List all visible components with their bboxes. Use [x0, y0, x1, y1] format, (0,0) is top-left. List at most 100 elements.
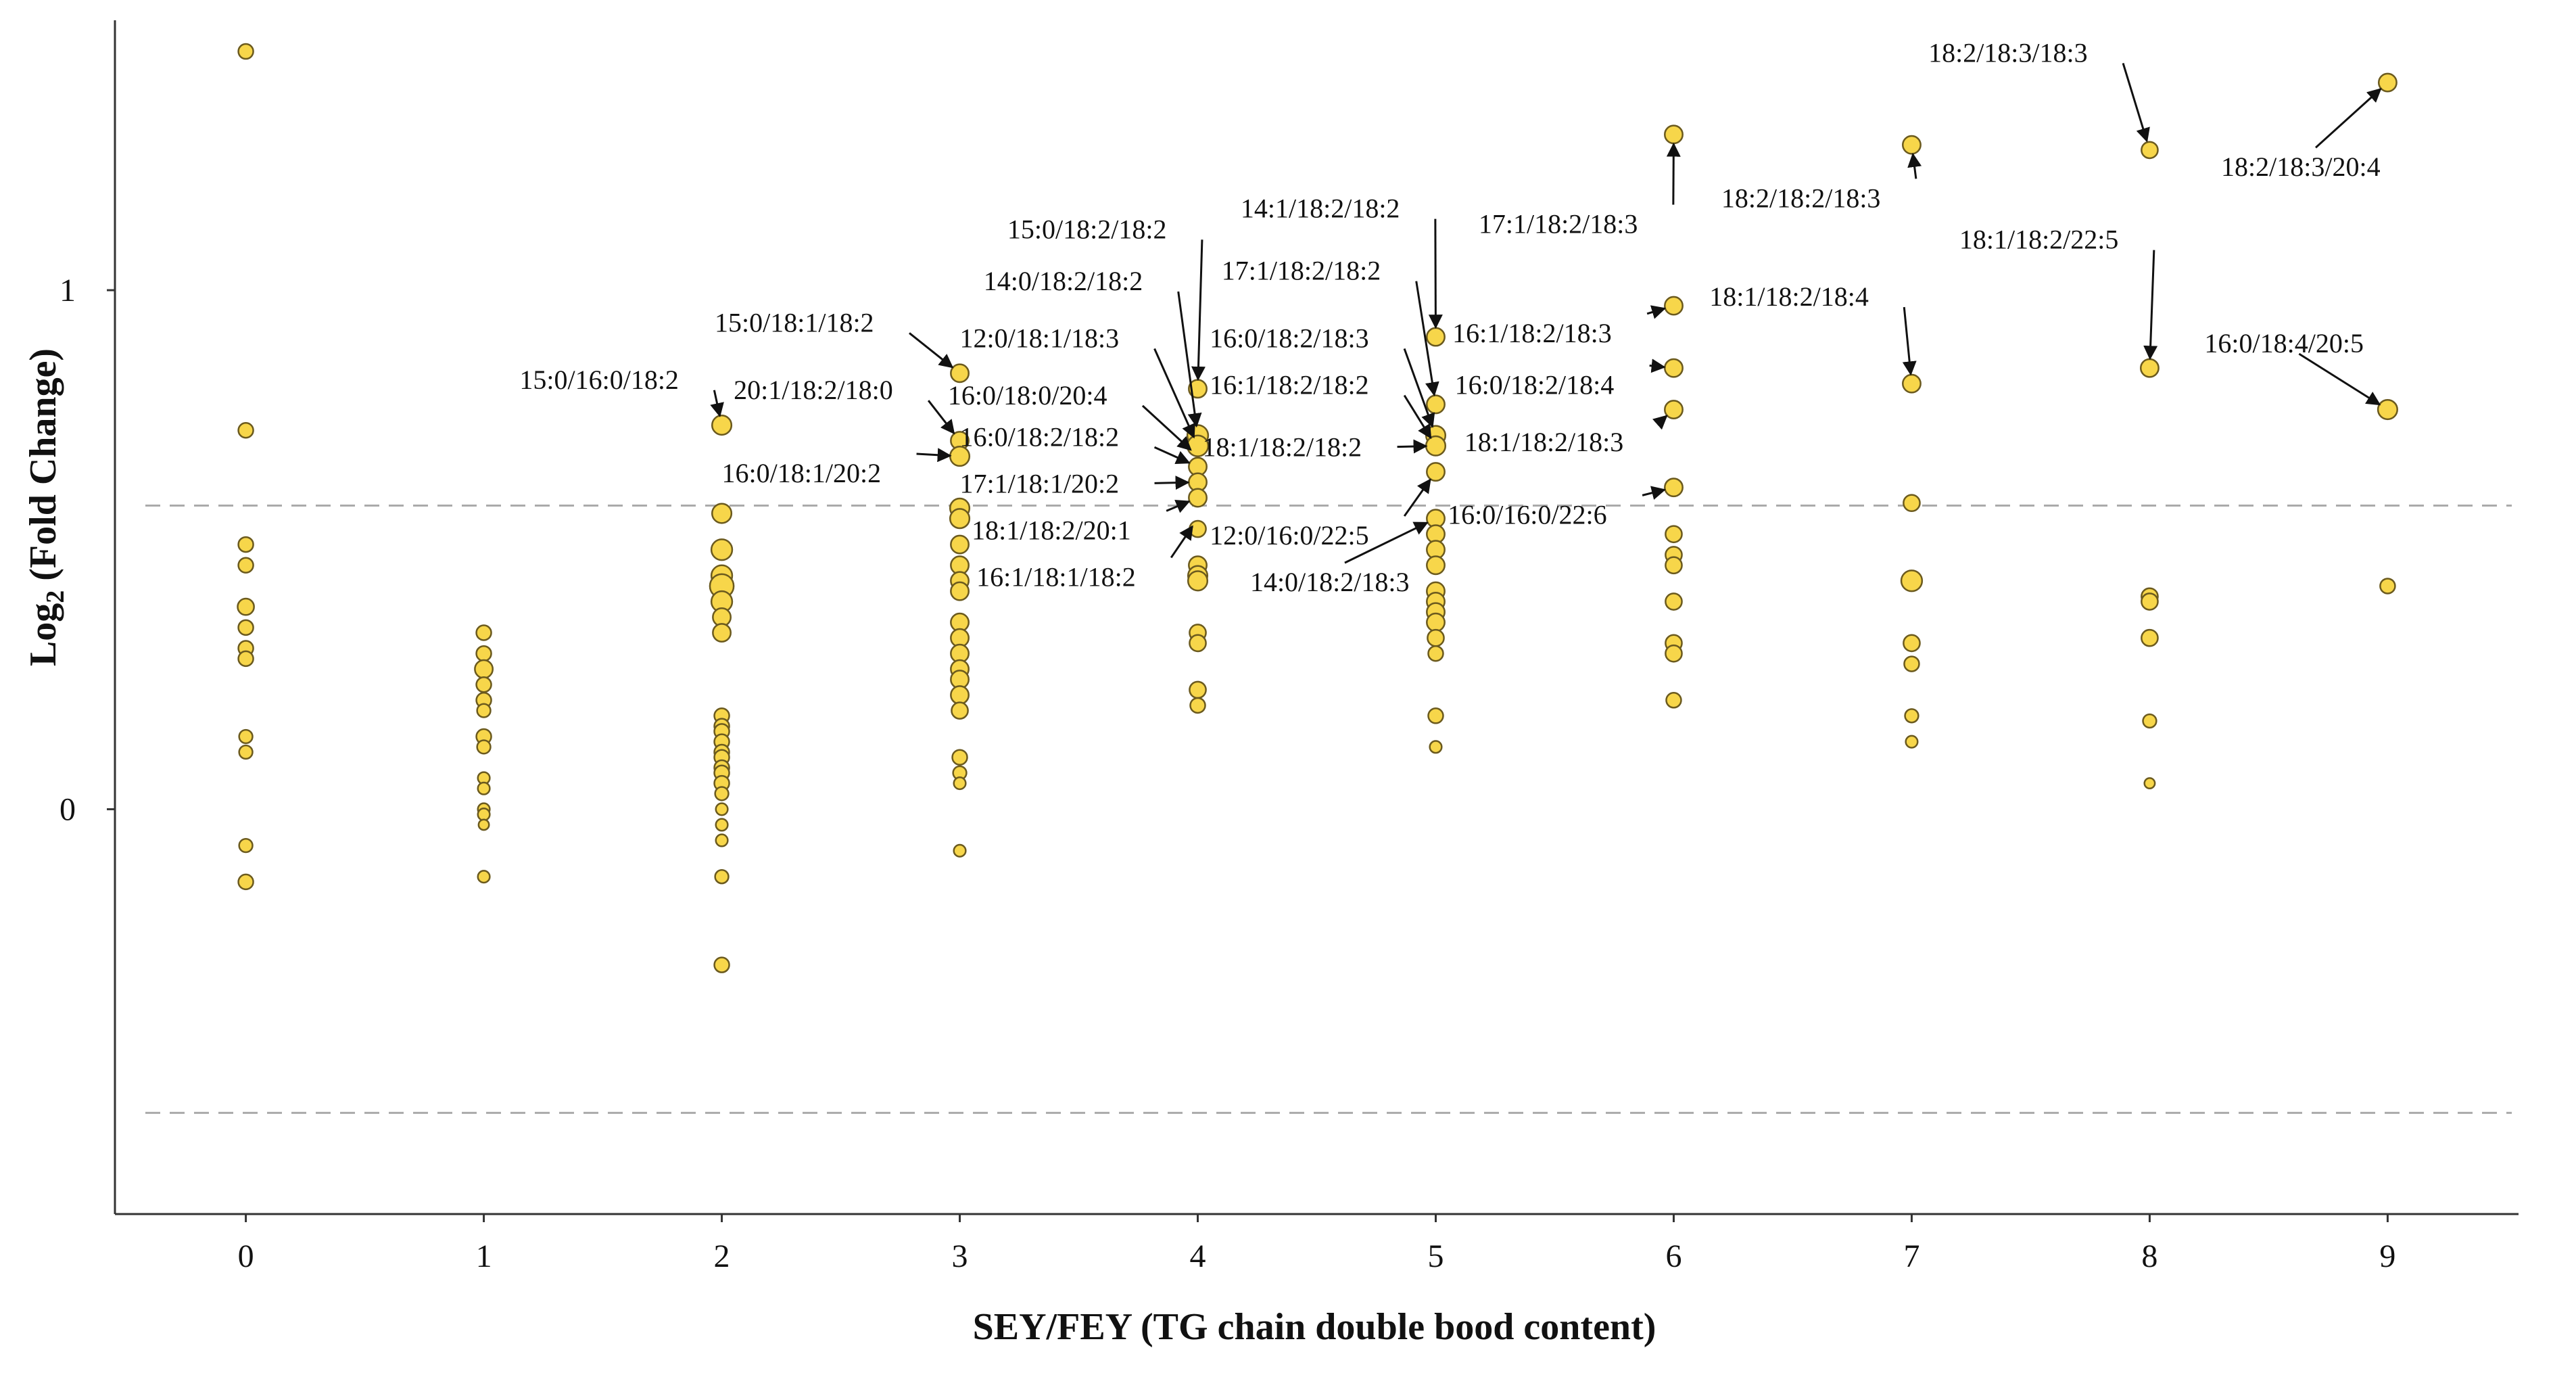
annotation-label: 17:1/18:1/20:2 — [960, 468, 1120, 498]
annotation-arrow — [710, 390, 724, 417]
data-point — [1429, 740, 1443, 754]
annotation-arrow — [1141, 404, 1192, 451]
data-point — [1426, 612, 1446, 632]
annotation-arrow — [1177, 291, 1202, 428]
data-point — [2377, 398, 2398, 421]
tick-labels: 0 1 2 3 4 5 6 7 8 9 0 1 — [59, 273, 2395, 1274]
data-point — [951, 749, 968, 766]
data-point — [2139, 358, 2160, 378]
x-tick-label: 0 — [238, 1238, 254, 1274]
data-point — [1426, 394, 1446, 415]
annotation-label: 16:0/18:2/18:3 — [1210, 323, 1369, 353]
annotation-label: 18:1/18:2/22:5 — [1959, 225, 2119, 255]
annotation-label: 15:0/18:2/18:2 — [1007, 214, 1167, 244]
annotation-label: 18:1/18:2/18:3 — [1464, 427, 1624, 457]
annotation-arrow — [909, 332, 954, 369]
annotation-arrow — [927, 400, 955, 435]
data-point — [477, 808, 491, 822]
annotation-arrow — [1154, 475, 1190, 490]
annotation-arrow — [2143, 250, 2158, 360]
data-point — [1903, 494, 1921, 513]
data-point — [237, 650, 254, 668]
data-point — [1426, 555, 1446, 576]
annotation-label: 14:1/18:2/18:2 — [1241, 193, 1400, 224]
annotation-label: 16:0/18:4/20:5 — [2204, 328, 2364, 358]
data-point — [711, 415, 733, 436]
data-point — [1664, 124, 1684, 145]
annotation-label: 18:1/18:2/20:1 — [972, 515, 1131, 545]
annotation-label: 16:0/18:2/18:2 — [960, 421, 1120, 452]
annotation-label: 16:1/18:2/18:3 — [1452, 318, 1612, 348]
data-point — [714, 786, 730, 801]
data-point — [1900, 569, 1924, 592]
annotation-label: 12:0/16:0/22:5 — [1210, 520, 1369, 551]
data-point — [1664, 478, 1684, 498]
annotation-arrow — [1415, 281, 1439, 397]
data-point — [953, 843, 967, 858]
annotation-label: 16:1/18:1/18:2 — [976, 561, 1136, 592]
annotation-label: 16:0/18:0/20:4 — [948, 380, 1107, 411]
data-point — [475, 624, 492, 641]
data-point — [1905, 735, 1919, 749]
y-axis-title: Log2 (Fold Change) — [22, 348, 70, 666]
data-point — [1427, 645, 1444, 662]
threshold-lines — [145, 505, 2512, 1114]
annotation-label: 14:0/18:2/18:2 — [984, 266, 1143, 296]
annotation-arrow — [1170, 525, 1193, 559]
data-point — [475, 645, 492, 662]
data-point — [2141, 628, 2159, 647]
data-point — [1903, 655, 1920, 672]
x-tick-label: 5 — [1427, 1238, 1444, 1274]
data-point — [1189, 519, 1207, 538]
axes — [114, 20, 2519, 1215]
annotation-label: 17:1/18:2/18:3 — [1479, 209, 1638, 239]
data-point — [238, 728, 254, 745]
annotation-label: 15:0/18:1/18:2 — [715, 307, 874, 338]
annotation-arrow — [1649, 358, 1666, 373]
data-point — [1665, 592, 1683, 611]
data-point — [2141, 141, 2159, 160]
x-axis-title: SEY/FEY (TG chain double bood content) — [973, 1306, 1656, 1348]
annotation-label: 17:1/18:2/18:2 — [1222, 256, 1381, 286]
data-point — [238, 838, 254, 854]
annotation-label: 20:1/18:2/18:0 — [734, 375, 893, 405]
data-point — [2377, 72, 2398, 93]
data-point — [1665, 692, 1682, 709]
annotation-label: 16:1/18:2/18:2 — [1210, 370, 1369, 400]
annotation-label: 15:0/16:0/18:2 — [519, 365, 679, 395]
annotation-arrow — [1397, 439, 1428, 454]
data-point — [237, 421, 254, 439]
data-point — [953, 776, 967, 791]
data-point — [477, 870, 491, 884]
data-point — [715, 802, 729, 816]
data-point — [1427, 628, 1445, 647]
data-point — [475, 676, 492, 693]
data-point — [237, 619, 254, 636]
annotation-arrow — [1666, 142, 1681, 205]
annotation-arrow — [1652, 415, 1668, 430]
data-point — [1426, 327, 1446, 347]
data-points — [237, 43, 2398, 973]
data-point — [2141, 592, 2159, 611]
annotation-arrow — [1153, 446, 1191, 465]
data-point — [949, 508, 971, 530]
data-point — [477, 781, 491, 795]
annotation-arrow — [1642, 486, 1666, 500]
data-point — [237, 557, 254, 574]
annotation-label: 18:1/18:2/18:4 — [1709, 281, 1869, 312]
annotation-arrow — [1646, 305, 1667, 319]
x-tick-label: 7 — [1903, 1238, 1919, 1274]
data-point — [714, 869, 730, 885]
x-tick-label: 1 — [476, 1238, 492, 1274]
annotation-label: 16:0/18:2/18:4 — [1455, 370, 1615, 400]
annotation-arrow — [1344, 521, 1429, 564]
annotation-label: 18:2/18:3/18:3 — [1928, 37, 2088, 68]
annotation-arrow — [1403, 348, 1435, 428]
x-tick-label: 2 — [714, 1238, 730, 1274]
data-point — [710, 538, 734, 561]
data-point — [2379, 578, 2396, 595]
data-point — [2142, 713, 2157, 729]
annotation-arrow — [1166, 500, 1191, 513]
data-point — [1665, 525, 1683, 544]
